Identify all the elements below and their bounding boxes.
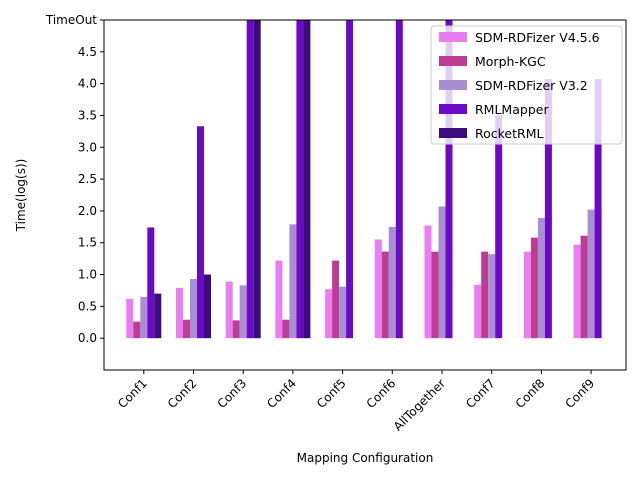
- bar: [176, 287, 183, 339]
- y-tick-label: 1.5: [78, 236, 97, 250]
- x-tick-label: Conf6: [364, 376, 399, 411]
- bar: [573, 244, 581, 339]
- bar: [445, 20, 453, 339]
- bar: [197, 126, 204, 339]
- y-tick-label: TimeOut: [45, 13, 97, 27]
- bar: [438, 206, 446, 339]
- bar: [190, 279, 197, 339]
- x-tick-label: Conf4: [264, 376, 299, 411]
- x-tick-label: Conf1: [115, 376, 150, 411]
- bar: [424, 225, 432, 339]
- bar: [133, 321, 141, 339]
- bar: [481, 251, 489, 339]
- y-tick-label: 3.5: [78, 108, 97, 122]
- y-tick-label: 2.0: [78, 204, 97, 218]
- bar: [253, 20, 261, 339]
- x-tick-label: Conf5: [314, 376, 349, 411]
- legend-swatch: [439, 32, 467, 42]
- bar: [374, 239, 382, 339]
- legend-label: Morph-KGC: [475, 54, 546, 69]
- bar: [544, 79, 552, 339]
- y-axis: 0.0 0.5 1.0 1.5 2.0 2.5 3.0 3.5 4.0 4.5 TimeOut: [45, 13, 104, 345]
- bar: [431, 251, 439, 339]
- x-tick-label: Conf7: [463, 376, 498, 411]
- bar: [381, 251, 389, 339]
- x-tick-label: Conf2: [165, 376, 200, 411]
- bar: [495, 115, 503, 339]
- bar: [303, 20, 311, 339]
- legend-swatch: [439, 56, 467, 66]
- bar: [246, 20, 254, 339]
- plot-frame: [103, 19, 627, 371]
- y-tick-label: 4.5: [78, 45, 97, 59]
- bar: [388, 226, 396, 339]
- y-axis-label: Time(log(s)): [14, 159, 28, 233]
- bar: [395, 20, 403, 339]
- legend-label: RMLMapper: [475, 102, 549, 117]
- y-tick-label: 3.0: [78, 140, 97, 154]
- bar: [530, 237, 538, 339]
- bar: [239, 285, 247, 339]
- x-tick-label: Conf9: [562, 376, 597, 411]
- y-tick-label: 0.5: [78, 299, 97, 313]
- x-tick-label: Conf8: [513, 376, 548, 411]
- bar: [140, 296, 148, 339]
- bar: [488, 254, 496, 339]
- bar: [204, 274, 211, 339]
- y-tick-label: 0.0: [78, 331, 97, 345]
- legend-label: RocketRML: [475, 126, 543, 141]
- y-tick-label: 4.0: [78, 77, 97, 91]
- legend-swatch: [439, 80, 467, 90]
- bar: [225, 281, 233, 339]
- bars-layer: [126, 20, 602, 339]
- bar: [587, 209, 595, 339]
- bar: [537, 217, 545, 339]
- x-tick-label: Conf3: [215, 376, 250, 411]
- bar: [282, 319, 290, 339]
- bar: [183, 319, 190, 339]
- bar: [339, 286, 347, 339]
- y-tick-label: 2.5: [78, 172, 97, 186]
- bar: [296, 20, 304, 339]
- legend-label: SDM-RDFizer V4.5.6: [475, 30, 600, 45]
- bar: [154, 293, 162, 339]
- bar: [474, 284, 482, 339]
- legend-box: [430, 25, 623, 145]
- legend: SDM-RDFizer V4.5.6 Morph-KGC SDM-RDFizer V…: [430, 25, 623, 145]
- legend-label: SDM-RDFizer V3.2: [475, 78, 588, 93]
- x-tick-label: AllTogether: [391, 376, 448, 433]
- bar: [126, 298, 134, 339]
- bar: [594, 79, 602, 339]
- x-axis-label: Mapping Configuration: [297, 451, 434, 465]
- bar: [232, 320, 240, 339]
- bar: [523, 251, 531, 339]
- bar: [346, 20, 354, 339]
- legend-swatch: [439, 104, 467, 114]
- bar: [147, 227, 155, 339]
- x-axis: Conf1 Conf2 Conf3 Conf4 Conf5 Conf6AllTogethe…: [115, 370, 597, 434]
- bar: [325, 289, 333, 339]
- bar: [580, 235, 588, 339]
- legend-swatch: [439, 128, 467, 138]
- y-tick-label: 1.0: [78, 268, 97, 282]
- bar: [289, 224, 297, 339]
- bar: [332, 260, 340, 339]
- bar: [275, 260, 283, 339]
